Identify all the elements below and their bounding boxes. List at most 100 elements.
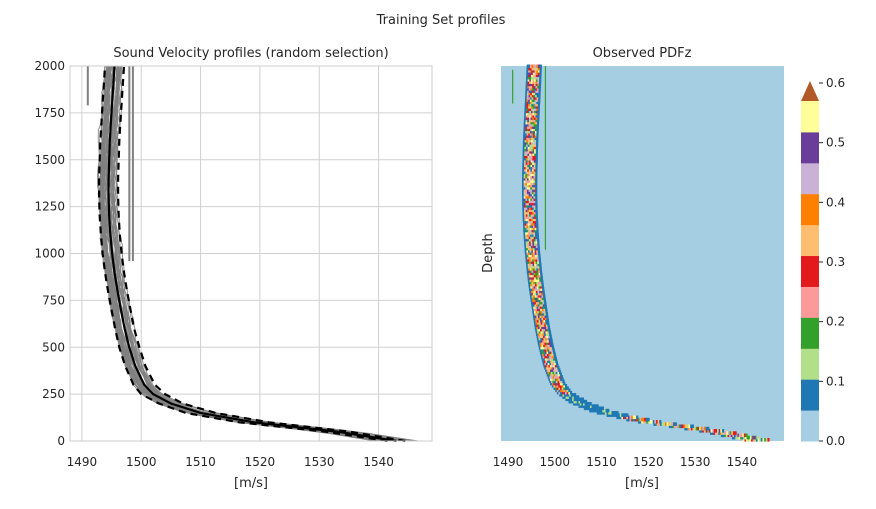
pdfz-cell bbox=[530, 96, 533, 100]
pdfz-cell bbox=[532, 300, 535, 305]
pdfz-cell bbox=[542, 309, 545, 314]
pdfz-cell bbox=[535, 109, 539, 114]
pdfz-cell bbox=[533, 285, 536, 289]
pdfz-cell bbox=[527, 199, 530, 204]
pdfz-cell bbox=[534, 226, 537, 231]
pdfz-cell bbox=[536, 246, 539, 251]
pdfz-cell bbox=[529, 105, 532, 109]
pdfz-cell bbox=[545, 348, 549, 352]
pdfz-cell bbox=[527, 156, 530, 161]
pdfz-cell bbox=[527, 145, 530, 150]
pdfz-cell bbox=[536, 98, 539, 102]
pdfz-cell bbox=[533, 316, 536, 321]
pdfz-cell bbox=[543, 363, 546, 368]
pdfz-cell bbox=[541, 318, 545, 323]
pdfz-cell bbox=[534, 141, 537, 145]
pdfz-cell bbox=[532, 73, 535, 78]
pdfz-cell bbox=[544, 305, 547, 309]
pdfz-cell bbox=[530, 120, 533, 125]
pdfz-cell bbox=[534, 217, 537, 222]
pdfz-cell bbox=[589, 402, 592, 406]
pdfz-cell bbox=[526, 249, 529, 253]
pdfz-cell bbox=[538, 91, 541, 96]
pdfz-cell bbox=[529, 102, 532, 107]
pdfz-cell bbox=[537, 314, 541, 318]
pdfz-cell bbox=[533, 84, 536, 89]
pdfz-cell bbox=[525, 210, 528, 215]
pdfz-cell bbox=[523, 199, 526, 204]
pdfz-cell bbox=[532, 80, 535, 84]
pdfz-cell bbox=[567, 395, 570, 399]
pdfz-cell bbox=[528, 123, 531, 127]
pdfz-cell bbox=[523, 233, 526, 237]
pdfz-cell bbox=[548, 330, 551, 334]
pdfz-cell bbox=[600, 411, 603, 415]
pdfz-cell bbox=[529, 71, 532, 75]
pdfz-cell bbox=[549, 354, 552, 359]
pdfz-cell bbox=[531, 172, 535, 177]
pdfz-cell bbox=[525, 170, 528, 174]
pdfz-cell bbox=[530, 114, 533, 118]
pdfz-cell bbox=[537, 339, 540, 343]
pdfz-cell bbox=[537, 69, 541, 73]
pdfz-cell bbox=[532, 287, 535, 291]
pdfz-cell bbox=[534, 73, 537, 78]
pdfz-cell bbox=[537, 244, 540, 249]
pdfz-cell bbox=[537, 332, 540, 336]
pdfz-cell bbox=[538, 271, 541, 276]
pdfz-cell bbox=[554, 366, 557, 370]
pdfz-cell bbox=[527, 141, 530, 145]
pdfz-cell bbox=[527, 73, 530, 78]
pdfz-cell bbox=[539, 305, 542, 309]
pdfz-cell bbox=[674, 422, 677, 426]
pdfz-cell bbox=[539, 69, 542, 73]
pdfz-cell bbox=[526, 64, 529, 69]
pdfz-cell bbox=[524, 143, 527, 147]
right-x-tick-label: 1510 bbox=[586, 455, 617, 469]
pdfz-cell bbox=[537, 116, 540, 120]
pdfz-cell bbox=[543, 298, 546, 303]
pdfz-cell bbox=[541, 282, 544, 287]
pdfz-cell bbox=[525, 240, 528, 244]
pdfz-cell bbox=[533, 134, 536, 138]
pdfz-cell bbox=[588, 406, 591, 411]
pdfz-cell bbox=[724, 431, 727, 435]
pdfz-cell bbox=[721, 429, 725, 433]
pdfz-cell bbox=[531, 226, 534, 231]
pdfz-cell bbox=[535, 253, 538, 258]
pdfz-cell bbox=[555, 377, 558, 381]
pdfz-cell bbox=[537, 249, 540, 253]
velocity-profile-line bbox=[102, 65, 398, 442]
pdfz-cell bbox=[527, 152, 530, 156]
pdfz-cell bbox=[530, 231, 533, 235]
pdfz-cell bbox=[564, 386, 568, 390]
pdfz-cell bbox=[535, 287, 538, 291]
pdfz-cell bbox=[530, 123, 533, 127]
pdfz-cell bbox=[529, 240, 532, 244]
pdfz-cell bbox=[533, 168, 536, 172]
pdfz-cell bbox=[532, 138, 535, 143]
pdfz-cell bbox=[532, 309, 535, 314]
pdfz-cell bbox=[545, 352, 548, 357]
left-x-tick-label: 1490 bbox=[67, 455, 98, 469]
pdfz-cell bbox=[528, 102, 531, 107]
pdfz-cell bbox=[546, 354, 549, 359]
pdfz-cell bbox=[554, 368, 558, 372]
pdfz-cell bbox=[525, 188, 528, 192]
pdfz-cell bbox=[602, 408, 605, 413]
pdfz-cell bbox=[550, 352, 553, 357]
pdfz-cell bbox=[686, 424, 690, 429]
pdfz-cell bbox=[725, 433, 728, 438]
pdfz-cell bbox=[537, 82, 540, 87]
pdfz-cell bbox=[657, 420, 660, 424]
pdfz-cell bbox=[585, 406, 588, 411]
pdfz-cell bbox=[527, 278, 530, 282]
pdfz-cell bbox=[532, 170, 535, 174]
pdfz-cell bbox=[528, 224, 531, 228]
pdfz-cell bbox=[527, 138, 531, 143]
pdfz-cell bbox=[528, 195, 531, 199]
pdfz-cell bbox=[558, 368, 561, 372]
pdfz-cell bbox=[527, 181, 530, 186]
pdfz-cell bbox=[533, 183, 536, 188]
pdfz-cell bbox=[529, 208, 532, 213]
